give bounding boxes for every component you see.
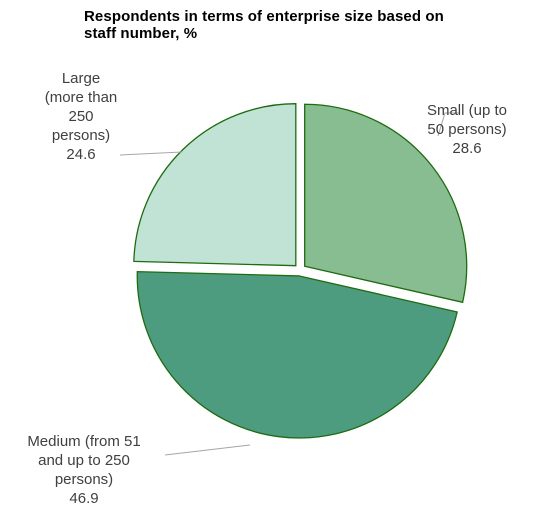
slice-value-large: 24.6 <box>66 146 96 163</box>
slice-value-small: 28.6 <box>452 140 482 157</box>
pie-slice-large <box>133 103 297 267</box>
leader-line-small <box>437 112 460 137</box>
slice-label-medium-line-2: and up to 250 <box>38 452 130 469</box>
slice-label-medium-line-1: Medium (from 51 <box>27 433 141 450</box>
slice-label-small-line-2: 50 persons) <box>427 121 507 138</box>
pie-slice-small <box>304 103 468 304</box>
slice-label-medium: Medium (from 51 and up to 250 persons) 4… <box>0 432 168 508</box>
chart-title: Respondents in terms of enterprise size … <box>84 8 444 42</box>
slice-label-small-line-1: Small (up to <box>426 102 508 119</box>
leader-line-medium <box>164 444 251 456</box>
slice-label-small: Small (up to 50 persons) 28.6 <box>402 101 532 158</box>
slice-label-large-line-3: 250 <box>68 108 94 125</box>
slice-label-large: Large (more than 250 persons) 24.6 <box>26 69 136 164</box>
slice-label-medium-line-3: persons) <box>54 471 114 488</box>
slice-label-large-line-1: Large <box>61 70 101 87</box>
leader-line-large <box>119 151 183 156</box>
pie-slice-medium <box>136 270 458 439</box>
slice-value-medium: 46.9 <box>69 490 99 507</box>
slice-label-large-line-2: (more than <box>44 89 118 106</box>
slice-label-large-line-4: persons) <box>51 127 111 144</box>
